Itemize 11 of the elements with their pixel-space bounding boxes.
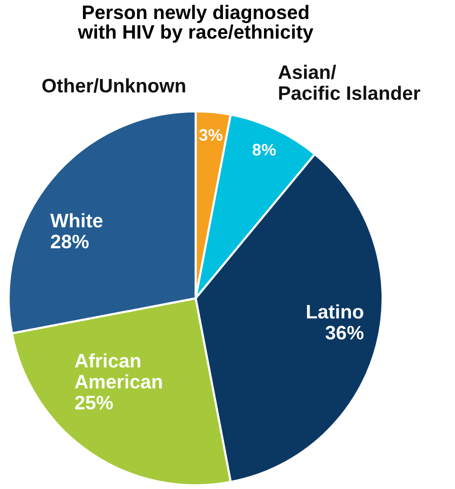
data-label: 28% [50, 234, 89, 248]
chart-title: Person newly diagnosed with HIV by race/ethnicity [78, 4, 314, 43]
slice-label: African American [74, 353, 162, 389]
data-label: 25% [75, 396, 113, 410]
data-label: 36% [326, 326, 364, 340]
data-label: 3% [199, 129, 222, 141]
slice-label: White [50, 213, 102, 228]
slice-label: Latino [307, 304, 364, 319]
data-label: 8% [252, 144, 276, 156]
slice-label: Asian/ Pacific Islander [278, 64, 420, 100]
slice-label: Other/Unknown [42, 78, 186, 93]
